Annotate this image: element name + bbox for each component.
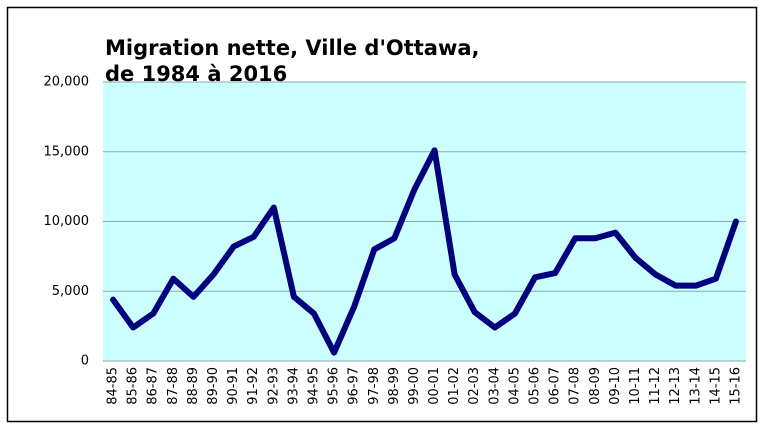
x-tick-label: 90-91: [226, 367, 241, 405]
y-tick-label: 0: [81, 354, 89, 369]
x-tick-label: 08-09: [588, 367, 603, 405]
x-tick-label: 11-12: [648, 367, 663, 405]
y-tick-label: 10,000: [44, 214, 90, 229]
x-tick-label: 06-07: [548, 367, 563, 405]
x-tick-label: 05-06: [528, 367, 543, 405]
y-tick-label: 15,000: [44, 144, 90, 159]
x-tick-label: 99-00: [407, 367, 422, 405]
x-tick-label: 10-11: [628, 367, 643, 405]
x-tick-label: 95-96: [327, 367, 342, 405]
x-tick-label: 88-89: [186, 367, 201, 405]
x-tick-label: 98-99: [387, 367, 402, 405]
x-tick-label: 04-05: [507, 367, 522, 405]
x-tick-label: 92-93: [266, 367, 281, 405]
x-tick-label: 94-95: [306, 367, 321, 405]
x-tick-label: 84-85: [106, 367, 121, 405]
x-tick-label: 87-88: [166, 367, 181, 405]
x-tick-label: 03-04: [487, 367, 502, 405]
x-tick-label: 97-98: [367, 367, 382, 405]
x-tick-label: 91-92: [246, 367, 261, 405]
x-tick-label: 00-01: [427, 367, 442, 405]
x-tick-label: 86-87: [146, 367, 161, 405]
x-tick-label: 07-08: [568, 367, 583, 405]
x-tick-label: 02-03: [467, 367, 482, 405]
y-tick-label: 20,000: [44, 75, 90, 90]
x-tick-label: 93-94: [286, 367, 301, 405]
x-tick-label: 12-13: [668, 367, 683, 405]
x-tick-label: 09-10: [608, 367, 623, 405]
x-tick-label: 96-97: [347, 367, 362, 405]
data-line: [110, 147, 739, 356]
x-tick-label: 85-86: [126, 367, 141, 405]
chart-title: Migration nette, Ville d'Ottawa,: [105, 36, 480, 60]
x-tick-label: 14-15: [708, 367, 723, 405]
x-tick-label: 01-02: [447, 367, 462, 405]
x-tick-label: 89-90: [206, 367, 221, 405]
x-tick-label: 13-14: [688, 367, 703, 405]
x-tick-label: 15-16: [728, 367, 743, 405]
y-tick-label: 5,000: [52, 284, 89, 299]
